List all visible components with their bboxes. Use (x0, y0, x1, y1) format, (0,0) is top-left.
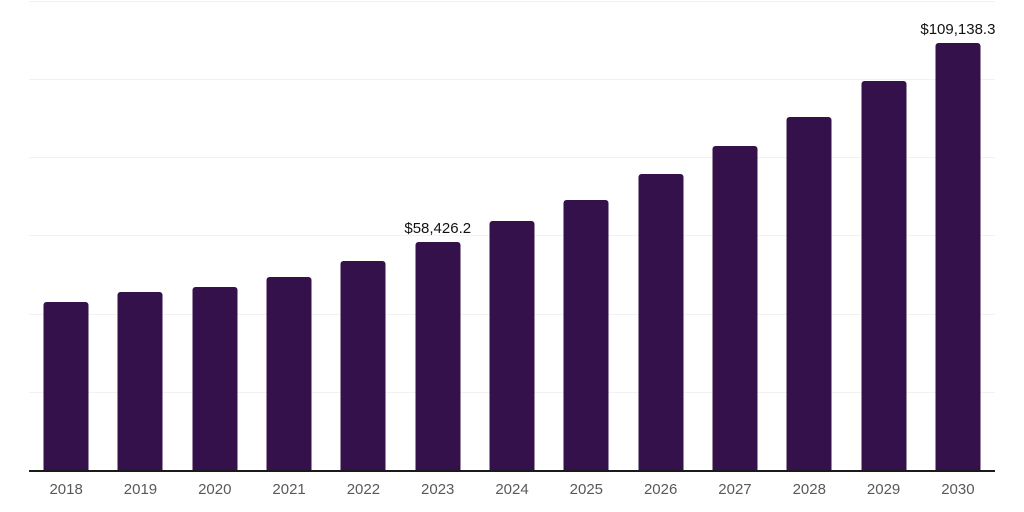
x-tick-2018: 2018 (49, 481, 83, 498)
x-tick-2024: 2024 (495, 481, 529, 498)
bar-slot-2021 (252, 1, 326, 470)
x-tick-2019: 2019 (123, 481, 158, 498)
bar-2020 (192, 287, 238, 470)
bar-slot-2029 (846, 1, 920, 470)
x-tick-2027: 2027 (718, 481, 752, 498)
bar-2028 (786, 117, 832, 470)
bar-slot-2019 (103, 1, 177, 470)
bar-2026 (638, 174, 684, 470)
bar-slot-2025 (549, 1, 623, 470)
bar-slot-2018 (29, 1, 103, 470)
plot-area: $58,426.2 $109,138.3 (29, 1, 995, 472)
x-axis-labels: 2018 2019 2020 2021 2022 2023 2024 2025 2026 2027… (29, 481, 995, 498)
bar-slot-2027 (698, 1, 772, 470)
bar-2022 (340, 261, 386, 470)
bar-2030 (935, 43, 981, 470)
bar-2029 (861, 81, 907, 470)
bar-2019 (117, 292, 163, 470)
bar-series: $58,426.2 $109,138.3 (29, 1, 995, 470)
data-label-2023: $58,426.2 (404, 220, 472, 237)
x-tick-2028: 2028 (792, 481, 826, 498)
x-tick-2020: 2020 (198, 481, 232, 498)
x-tick-2025: 2025 (569, 481, 604, 498)
bar-slot-2026 (624, 1, 698, 470)
bar-2018 (43, 302, 89, 470)
gridline-120000 (29, 1, 995, 2)
bar-2021 (266, 277, 312, 470)
data-label-2030: $109,138.3 (920, 21, 996, 38)
x-tick-2023: 2023 (421, 481, 455, 498)
gridline-100000 (29, 79, 995, 80)
bar-slot-2030: $109,138.3 (920, 1, 996, 470)
bar-2023 (415, 242, 461, 470)
bar-slot-2028 (772, 1, 846, 470)
bar-2024 (489, 221, 535, 470)
x-tick-2030: 2030 (941, 481, 975, 498)
x-tick-2022: 2022 (346, 481, 381, 498)
bar-slot-2023: $58,426.2 (401, 1, 475, 470)
bar-slot-2020 (178, 1, 252, 470)
x-tick-2029: 2029 (866, 481, 901, 498)
x-tick-2026: 2026 (643, 481, 678, 498)
bar-2025 (563, 200, 609, 470)
bar-slot-2022 (326, 1, 400, 470)
bar-slot-2024 (475, 1, 549, 470)
x-tick-2021: 2021 (272, 481, 306, 498)
bar-2027 (712, 146, 758, 470)
gridline-80000 (29, 157, 995, 158)
